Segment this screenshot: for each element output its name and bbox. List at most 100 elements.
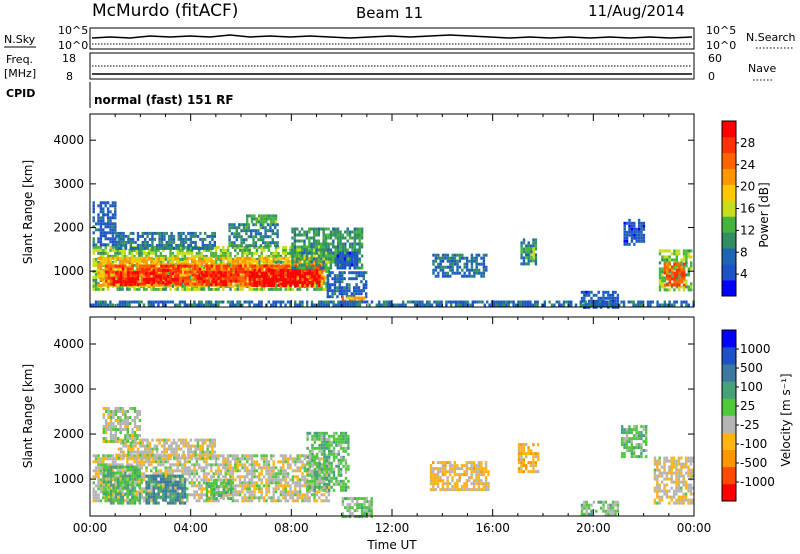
data-cell <box>164 454 167 458</box>
data-cell <box>668 270 671 274</box>
data-cell <box>265 254 268 258</box>
data-cell <box>579 303 582 307</box>
data-cell <box>94 248 98 252</box>
data-cell <box>99 487 103 491</box>
data-cell <box>294 269 297 272</box>
data-cell <box>246 217 249 221</box>
data-cell <box>200 466 203 470</box>
data-cell <box>409 300 412 304</box>
data-cell <box>299 259 302 263</box>
data-cell <box>138 460 141 464</box>
data-cell <box>675 276 678 280</box>
data-cell <box>500 300 503 304</box>
data-cell <box>449 262 452 266</box>
data-cell <box>193 287 196 291</box>
data-cell <box>214 248 218 252</box>
data-cell <box>212 281 215 285</box>
data-cell <box>97 216 100 220</box>
data-cell <box>152 278 155 281</box>
data-cell <box>685 282 688 286</box>
data-cell <box>303 266 306 270</box>
data-cell <box>203 264 206 268</box>
data-cell <box>238 300 242 304</box>
data-cell <box>138 300 141 304</box>
data-cell <box>214 499 218 503</box>
data-cell <box>465 262 469 266</box>
data-cell <box>670 258 674 262</box>
data-cell <box>116 463 119 467</box>
data-cell <box>318 271 321 275</box>
data-cell <box>666 258 669 262</box>
data-cell <box>208 264 211 268</box>
data-cell <box>148 256 151 260</box>
data-cell <box>246 254 249 258</box>
data-cell <box>106 254 110 258</box>
data-cell <box>129 246 132 250</box>
data-cell <box>196 259 199 263</box>
data-cell <box>348 242 352 246</box>
data-cell <box>217 478 220 482</box>
data-cell <box>642 300 645 304</box>
data-cell <box>174 267 178 271</box>
data-cell <box>217 466 220 470</box>
data-cell <box>236 259 240 263</box>
data-cell <box>106 237 110 241</box>
data-cell <box>152 259 156 263</box>
data-cell <box>313 259 316 263</box>
data-cell <box>304 282 307 286</box>
data-cell <box>351 245 354 249</box>
data-cell <box>179 282 182 286</box>
data-cell <box>198 254 201 258</box>
data-cell <box>277 273 281 277</box>
data-cell <box>201 279 204 283</box>
data-cell <box>159 260 163 264</box>
data-cell <box>336 263 339 267</box>
data-cell <box>682 264 686 268</box>
data-cell <box>229 263 232 267</box>
data-cell <box>678 280 681 284</box>
data-cell <box>229 300 232 304</box>
data-cell <box>666 262 669 266</box>
data-cell <box>106 463 110 467</box>
data-cell <box>203 259 206 263</box>
data-cell <box>255 251 259 255</box>
data-cell <box>329 251 333 255</box>
data-cell <box>217 271 220 275</box>
data-cell <box>263 262 266 266</box>
data-cell <box>348 230 352 234</box>
data-cell <box>322 230 325 234</box>
data-cell <box>449 265 452 269</box>
data-cell <box>291 245 294 249</box>
data-cell <box>351 248 354 252</box>
data-cell <box>106 303 110 307</box>
data-cell <box>317 239 321 243</box>
data-cell <box>432 268 435 272</box>
data-cell <box>172 259 175 263</box>
data-cell <box>446 265 450 269</box>
data-cell <box>308 251 311 255</box>
data-cell <box>258 214 261 218</box>
data-cell <box>111 225 115 229</box>
data-cell <box>196 234 200 238</box>
data-cell <box>106 251 110 255</box>
data-cell <box>253 278 256 281</box>
data-cell <box>298 230 301 234</box>
data-cell <box>260 281 263 284</box>
data-cell <box>680 271 683 275</box>
data-cell <box>142 487 146 491</box>
data-cell <box>344 248 347 252</box>
data-cell <box>181 274 184 278</box>
data-cell <box>219 300 222 304</box>
data-cell <box>97 248 100 252</box>
data-cell <box>188 262 192 266</box>
data-cell <box>148 283 151 287</box>
data-cell <box>493 300 496 304</box>
data-cell <box>159 254 163 258</box>
data-cell <box>258 281 261 284</box>
data-cell <box>242 229 246 233</box>
data-cell <box>663 279 666 283</box>
colorbar-tick-label: 12 <box>740 223 755 237</box>
data-cell <box>94 460 98 464</box>
data-cell <box>336 239 340 243</box>
data-cell <box>362 286 365 290</box>
